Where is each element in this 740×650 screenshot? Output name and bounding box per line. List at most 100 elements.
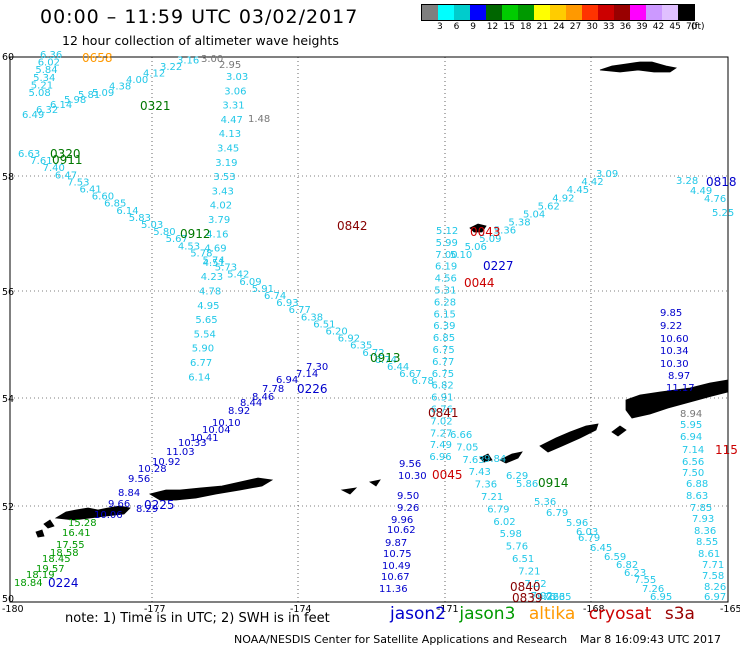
wave-height-label: 15.28: [68, 518, 97, 529]
lat-tick-label: 60: [2, 52, 14, 63]
wave-height-label: 8.84: [118, 488, 140, 499]
wave-height-label: 4.95: [197, 301, 219, 312]
legend-label: 36: [619, 22, 632, 32]
color-legend: (ft) 3 6 9 12 15 18 21 24 27 30 33 36 39 42 45 70: [421, 4, 705, 35]
wave-height-label: 6.29: [506, 471, 528, 482]
wave-height-label: 6.66: [450, 430, 472, 441]
wave-height-label: 5.90: [192, 344, 214, 355]
wave-height-label: 7.49: [430, 440, 452, 451]
wave-height-label: 6.67: [399, 369, 421, 380]
wave-height-label: 7.50: [682, 468, 704, 479]
wave-height-label: 8.36: [694, 526, 716, 537]
legend-label: 6: [453, 22, 460, 32]
lat-tick-label: 58: [2, 172, 14, 183]
wave-height-label: 6.51: [512, 554, 534, 565]
wave-height-label: 6.19: [435, 262, 457, 273]
wave-height-label: 8.46: [252, 392, 274, 403]
wave-height-label: 7.02: [430, 416, 452, 427]
wave-height-label: 6.82: [616, 560, 638, 571]
legend-swatch: [598, 5, 614, 20]
lon-tick-label: -171: [437, 604, 459, 615]
wave-height-label: 6.36: [40, 50, 62, 61]
wave-height-label: 18.84: [14, 578, 43, 589]
lat-tick-label: 54: [2, 394, 14, 405]
wave-height-label: 6.79: [546, 508, 568, 519]
wave-height-label: 4.12: [143, 69, 165, 80]
legend-swatch: [630, 5, 646, 20]
wave-height-label: 10.30: [398, 471, 427, 482]
legend-label: 45: [669, 22, 681, 32]
wave-height-label: 3.79: [208, 215, 230, 226]
wave-height-label: 9.56: [399, 459, 421, 470]
wave-height-label: 6.14: [116, 206, 138, 217]
wave-height-label: 10.67: [381, 572, 410, 583]
pass-label-jason3: 0914: [538, 476, 569, 490]
wave-height-label: 4.00: [126, 75, 148, 86]
wave-height-label: 3.31: [222, 101, 244, 112]
wave-height-label: 6.77: [432, 357, 454, 368]
track-arc-upper: 3.03 3.06 3.31 4.47 4.13 3.45 3.19 3.53 3.43 4.02…: [188, 72, 248, 383]
wave-height-label: 10.33: [178, 438, 207, 449]
wave-height-label: 5.81: [78, 90, 100, 101]
sat-s3a: s3a: [664, 604, 695, 624]
wave-height-label: 3.09: [596, 169, 618, 180]
wave-height-label: 6.92: [338, 334, 360, 345]
wave-height-label: 10.28: [138, 464, 167, 475]
lon-tick-label: -177: [144, 604, 166, 615]
wave-height-label: 5.42: [227, 270, 249, 281]
lon-tick-label: -168: [583, 604, 605, 615]
wave-height-label: 4.02: [210, 201, 232, 212]
wave-height-label: 5.31: [434, 286, 456, 297]
pass-label-cryosat: 115: [715, 443, 738, 457]
legend-label: 70: [686, 22, 698, 32]
wave-height-label: 7.23: [543, 592, 565, 603]
wave-height-label: 6.82: [431, 381, 453, 392]
wave-height-label: 6.76: [431, 405, 453, 416]
wave-height-label: 6.56: [682, 457, 704, 468]
legend-label: 3: [437, 22, 443, 32]
land-outline: [43, 519, 55, 529]
wave-height-label: 5.91: [252, 284, 274, 295]
legend-label: 24: [553, 22, 565, 32]
legend-swatch: [582, 5, 598, 20]
wave-height-label: 5.21: [31, 80, 53, 91]
wave-height-label: 4.23: [201, 272, 223, 283]
wave-height-label: 6.91: [431, 393, 453, 404]
wave-height-label: 5.99: [436, 238, 458, 249]
wave-height-label: 5.09: [479, 234, 501, 245]
wave-height-label: 7.40: [43, 163, 65, 174]
wave-height-label: 7.14: [682, 445, 704, 456]
lon-tick-label: -180: [2, 604, 24, 615]
pass-label-jason3: 0911: [52, 153, 83, 167]
wave-height-label: 5.73: [215, 263, 237, 274]
wave-height-label: 9.66: [108, 499, 130, 510]
track-south-jason2: 9.859.2210.6010.3410.308.9711.179.5610.3…: [94, 308, 695, 595]
wave-height-label: 6.41: [80, 185, 102, 196]
wave-height-label: 6.28: [434, 297, 456, 308]
wave-height-label: 5.76: [506, 542, 528, 553]
lat-tick-label: 56: [2, 287, 14, 298]
wave-height-label: 6.74: [264, 291, 286, 302]
wave-height-label: 6.15: [434, 309, 456, 320]
sat-cryosat: cryosat: [588, 604, 652, 624]
wave-height-label: 4.49: [690, 186, 712, 197]
wave-height-label: 6.74: [375, 355, 397, 366]
wave-height-label: 9.56: [128, 474, 150, 485]
page-subtitle: 12 hour collection of altimeter wave hei…: [62, 33, 339, 48]
track-far-ne: 3.284.494.76 5.25: [676, 176, 734, 219]
wave-height-label: 8.26: [537, 592, 559, 603]
wave-height-label: 3.45: [217, 144, 239, 155]
wave-height-label: 18.19: [26, 570, 55, 581]
wave-height-label: 17.55: [56, 540, 85, 551]
legend-label: 39: [636, 22, 648, 32]
wave-height-label: 8.29: [136, 504, 158, 515]
wave-height-label: 6.32: [36, 105, 58, 116]
land-outline: [599, 61, 678, 73]
wave-height-label: 7.26: [642, 584, 664, 595]
pass-label-altika: 0658: [82, 51, 113, 65]
wave-height-label: 6.79: [578, 533, 600, 544]
legend-swatch: [614, 5, 630, 20]
land-outline: [148, 477, 274, 501]
wave-height-label: 11.17: [666, 383, 695, 394]
wave-height-label: 2.95: [219, 60, 241, 71]
